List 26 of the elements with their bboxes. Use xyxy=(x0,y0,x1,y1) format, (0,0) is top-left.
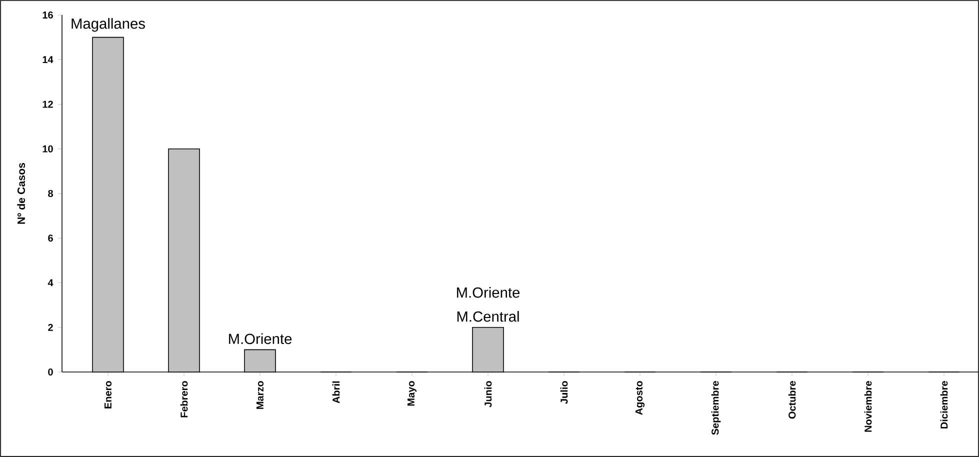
x-tick-label: Enero xyxy=(104,381,112,408)
x-tick-label: Mayo xyxy=(408,381,416,406)
y-axis-title: Nº de Casos xyxy=(17,162,26,224)
annotation: M.Central xyxy=(457,311,519,322)
y-tick-label: 4 xyxy=(48,279,54,286)
y-tick-label: 0 xyxy=(48,368,53,376)
y-tick-label: 14 xyxy=(42,56,54,64)
y-tick-label: 6 xyxy=(48,234,53,242)
x-tick-label: Agosto xyxy=(636,381,644,415)
x-tick-label: Junio xyxy=(484,381,492,408)
x-tick-label: Febrero xyxy=(180,381,188,418)
x-tick-label: Abril xyxy=(332,381,340,404)
x-tick-label: Noviembre xyxy=(864,381,872,432)
y-tick-label: 16 xyxy=(42,11,53,19)
y-tick-label: 2 xyxy=(48,324,53,331)
x-tick-label: Septiembre xyxy=(711,381,721,435)
annotation: M.Oriente xyxy=(457,287,520,298)
x-tick-label: Julio xyxy=(560,381,568,404)
x-tick-label: Marzo xyxy=(256,381,264,409)
annotation: Magallanes xyxy=(72,18,145,32)
x-tick-label: Diciembre xyxy=(940,381,948,428)
y-tick-label: 8 xyxy=(48,190,53,198)
y-tick-label: 10 xyxy=(42,145,53,152)
y-tick-label: 12 xyxy=(42,100,53,108)
annotation: M.Oriente xyxy=(229,333,292,344)
x-tick-label: Octubre xyxy=(788,381,796,419)
